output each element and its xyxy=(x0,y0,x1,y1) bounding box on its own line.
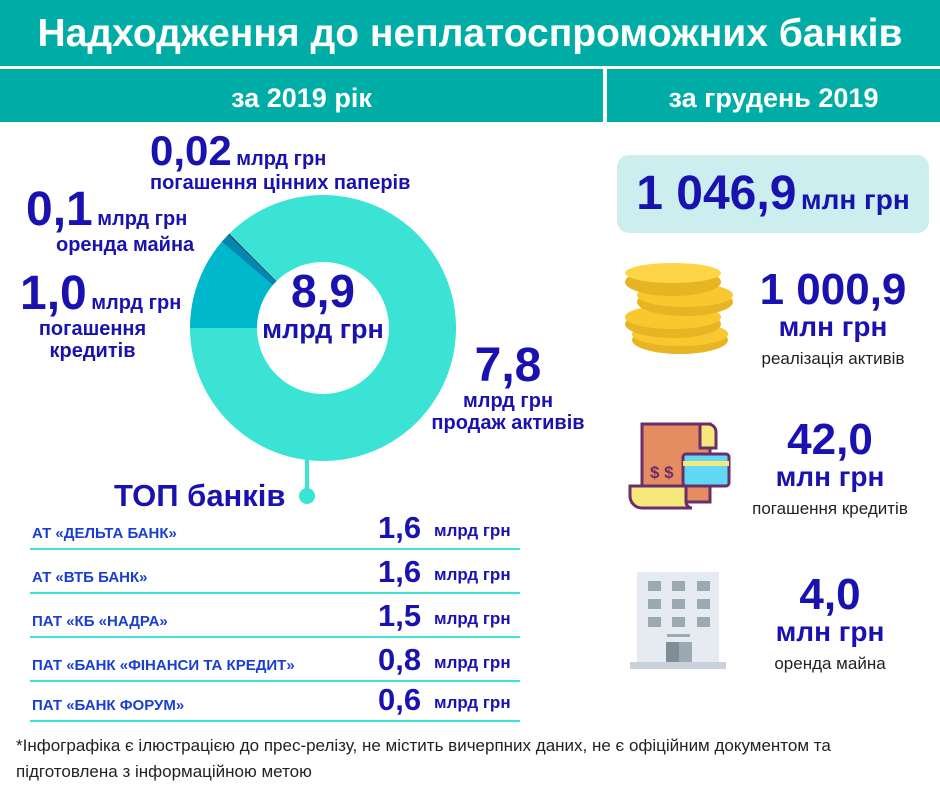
building-icon xyxy=(630,572,726,669)
label-loans: 1,0 млрд грн погашення кредитів xyxy=(20,267,182,363)
bank-unit: млрд грн xyxy=(434,693,511,712)
bank-value: 1,5 xyxy=(378,598,422,633)
bank-value: 0,6 xyxy=(378,682,422,717)
desc: погашення кредитів xyxy=(38,318,147,362)
bank-value: 1,6 xyxy=(378,510,422,545)
desc: погашення кредитів xyxy=(752,498,908,518)
page-title: Надходження до неплатоспроможних банків xyxy=(0,0,940,66)
donut-slice xyxy=(227,233,277,282)
bank-row: ПАТ «БАНК «ФІНАНСИ ТА КРЕДИТ» 0,8 млрд грн xyxy=(30,642,520,682)
bank-unit: млрд грн xyxy=(434,653,511,672)
december-item-assets: 1 000,9 млн грн реалізація активів xyxy=(733,268,933,369)
receipt-card-icon: $ $ xyxy=(628,422,731,510)
bank-name: АТ «ВТБ БАНК» xyxy=(32,569,148,586)
donut-slice xyxy=(190,241,273,328)
bank-value: 1,6 xyxy=(378,554,422,589)
center-value: 8,9 xyxy=(291,265,355,317)
unit: млн грн xyxy=(775,461,885,492)
value: 0,1 xyxy=(26,183,93,236)
tab-december: за грудень 2019 xyxy=(607,69,940,122)
unit: млрд грн xyxy=(97,208,188,230)
bank-unit: млрд грн xyxy=(434,565,511,584)
bank-row: АТ «ДЕЛЬТА БАНК» 1,6 млрд грн xyxy=(30,510,520,550)
value: 1 000,9 xyxy=(759,265,907,314)
bank-name: ПАТ «КБ «НАДРА» xyxy=(32,613,168,630)
donut-slice xyxy=(221,234,276,286)
label-rent: 0,1 млрд грн оренда майна xyxy=(26,183,195,257)
donut-chart xyxy=(190,195,457,504)
unit: млрд грн xyxy=(91,292,182,314)
bank-row: ПАТ «БАНК ФОРУМ» 0,6 млрд грн xyxy=(30,682,520,722)
tab-year: за 2019 рік xyxy=(0,69,603,122)
total-value: 1 046,9 xyxy=(636,167,797,220)
value: 4,0 xyxy=(799,570,861,619)
connector-dot xyxy=(299,488,315,504)
bank-unit: млрд грн xyxy=(434,521,511,540)
december-item-loans: 42,0 млн грн погашення кредитів xyxy=(730,418,930,519)
coins-icon xyxy=(625,263,733,354)
total-unit: млн грн xyxy=(800,184,910,215)
unit: млн грн xyxy=(775,616,885,647)
unit: млрд грн xyxy=(462,390,554,412)
donut-slice xyxy=(190,195,457,462)
bank-name: ПАТ «БАНК «ФІНАНСИ ТА КРЕДИТ» xyxy=(32,657,295,674)
label-securities: 0,02 млрд грн погашення цінних паперів xyxy=(150,127,411,195)
unit: млн грн xyxy=(778,311,888,342)
bank-unit: млрд грн xyxy=(434,609,511,628)
footnote: *Інфографіка є ілюстрацією до прес-реліз… xyxy=(16,736,831,781)
bank-value: 0,8 xyxy=(378,642,422,677)
bank-row: ПАТ «КБ «НАДРА» 1,5 млрд грн xyxy=(30,598,520,638)
donut-center: 8,9 млрд грн xyxy=(253,268,393,345)
label-assets: 7,8 млрд грн продаж активів xyxy=(420,339,596,435)
desc: оренда майна xyxy=(774,653,886,673)
bank-row: АТ «ВТБ БАНК» 1,6 млрд грн xyxy=(30,554,520,594)
value: 1,0 xyxy=(20,267,87,320)
top-banks-title: ТОП банків xyxy=(114,478,286,513)
desc: оренда майна xyxy=(56,234,195,256)
value: 7,8 xyxy=(474,339,542,392)
unit: млрд грн xyxy=(236,148,327,170)
december-item-rent: 4,0 млн грн оренда майна xyxy=(730,573,930,674)
desc: продаж активів xyxy=(431,412,585,434)
value: 42,0 xyxy=(787,415,873,464)
desc: погашення цінних паперів xyxy=(150,172,411,194)
center-unit: млрд грн xyxy=(262,314,384,344)
december-total: 1 046,9 млн грн xyxy=(617,155,929,233)
svg-text:$ $: $ $ xyxy=(650,463,674,482)
bank-name: АТ «ДЕЛЬТА БАНК» xyxy=(32,525,177,542)
value: 0,02 xyxy=(150,127,232,174)
desc: реалізація активів xyxy=(761,348,905,368)
bank-name: ПАТ «БАНК ФОРУМ» xyxy=(32,697,185,714)
